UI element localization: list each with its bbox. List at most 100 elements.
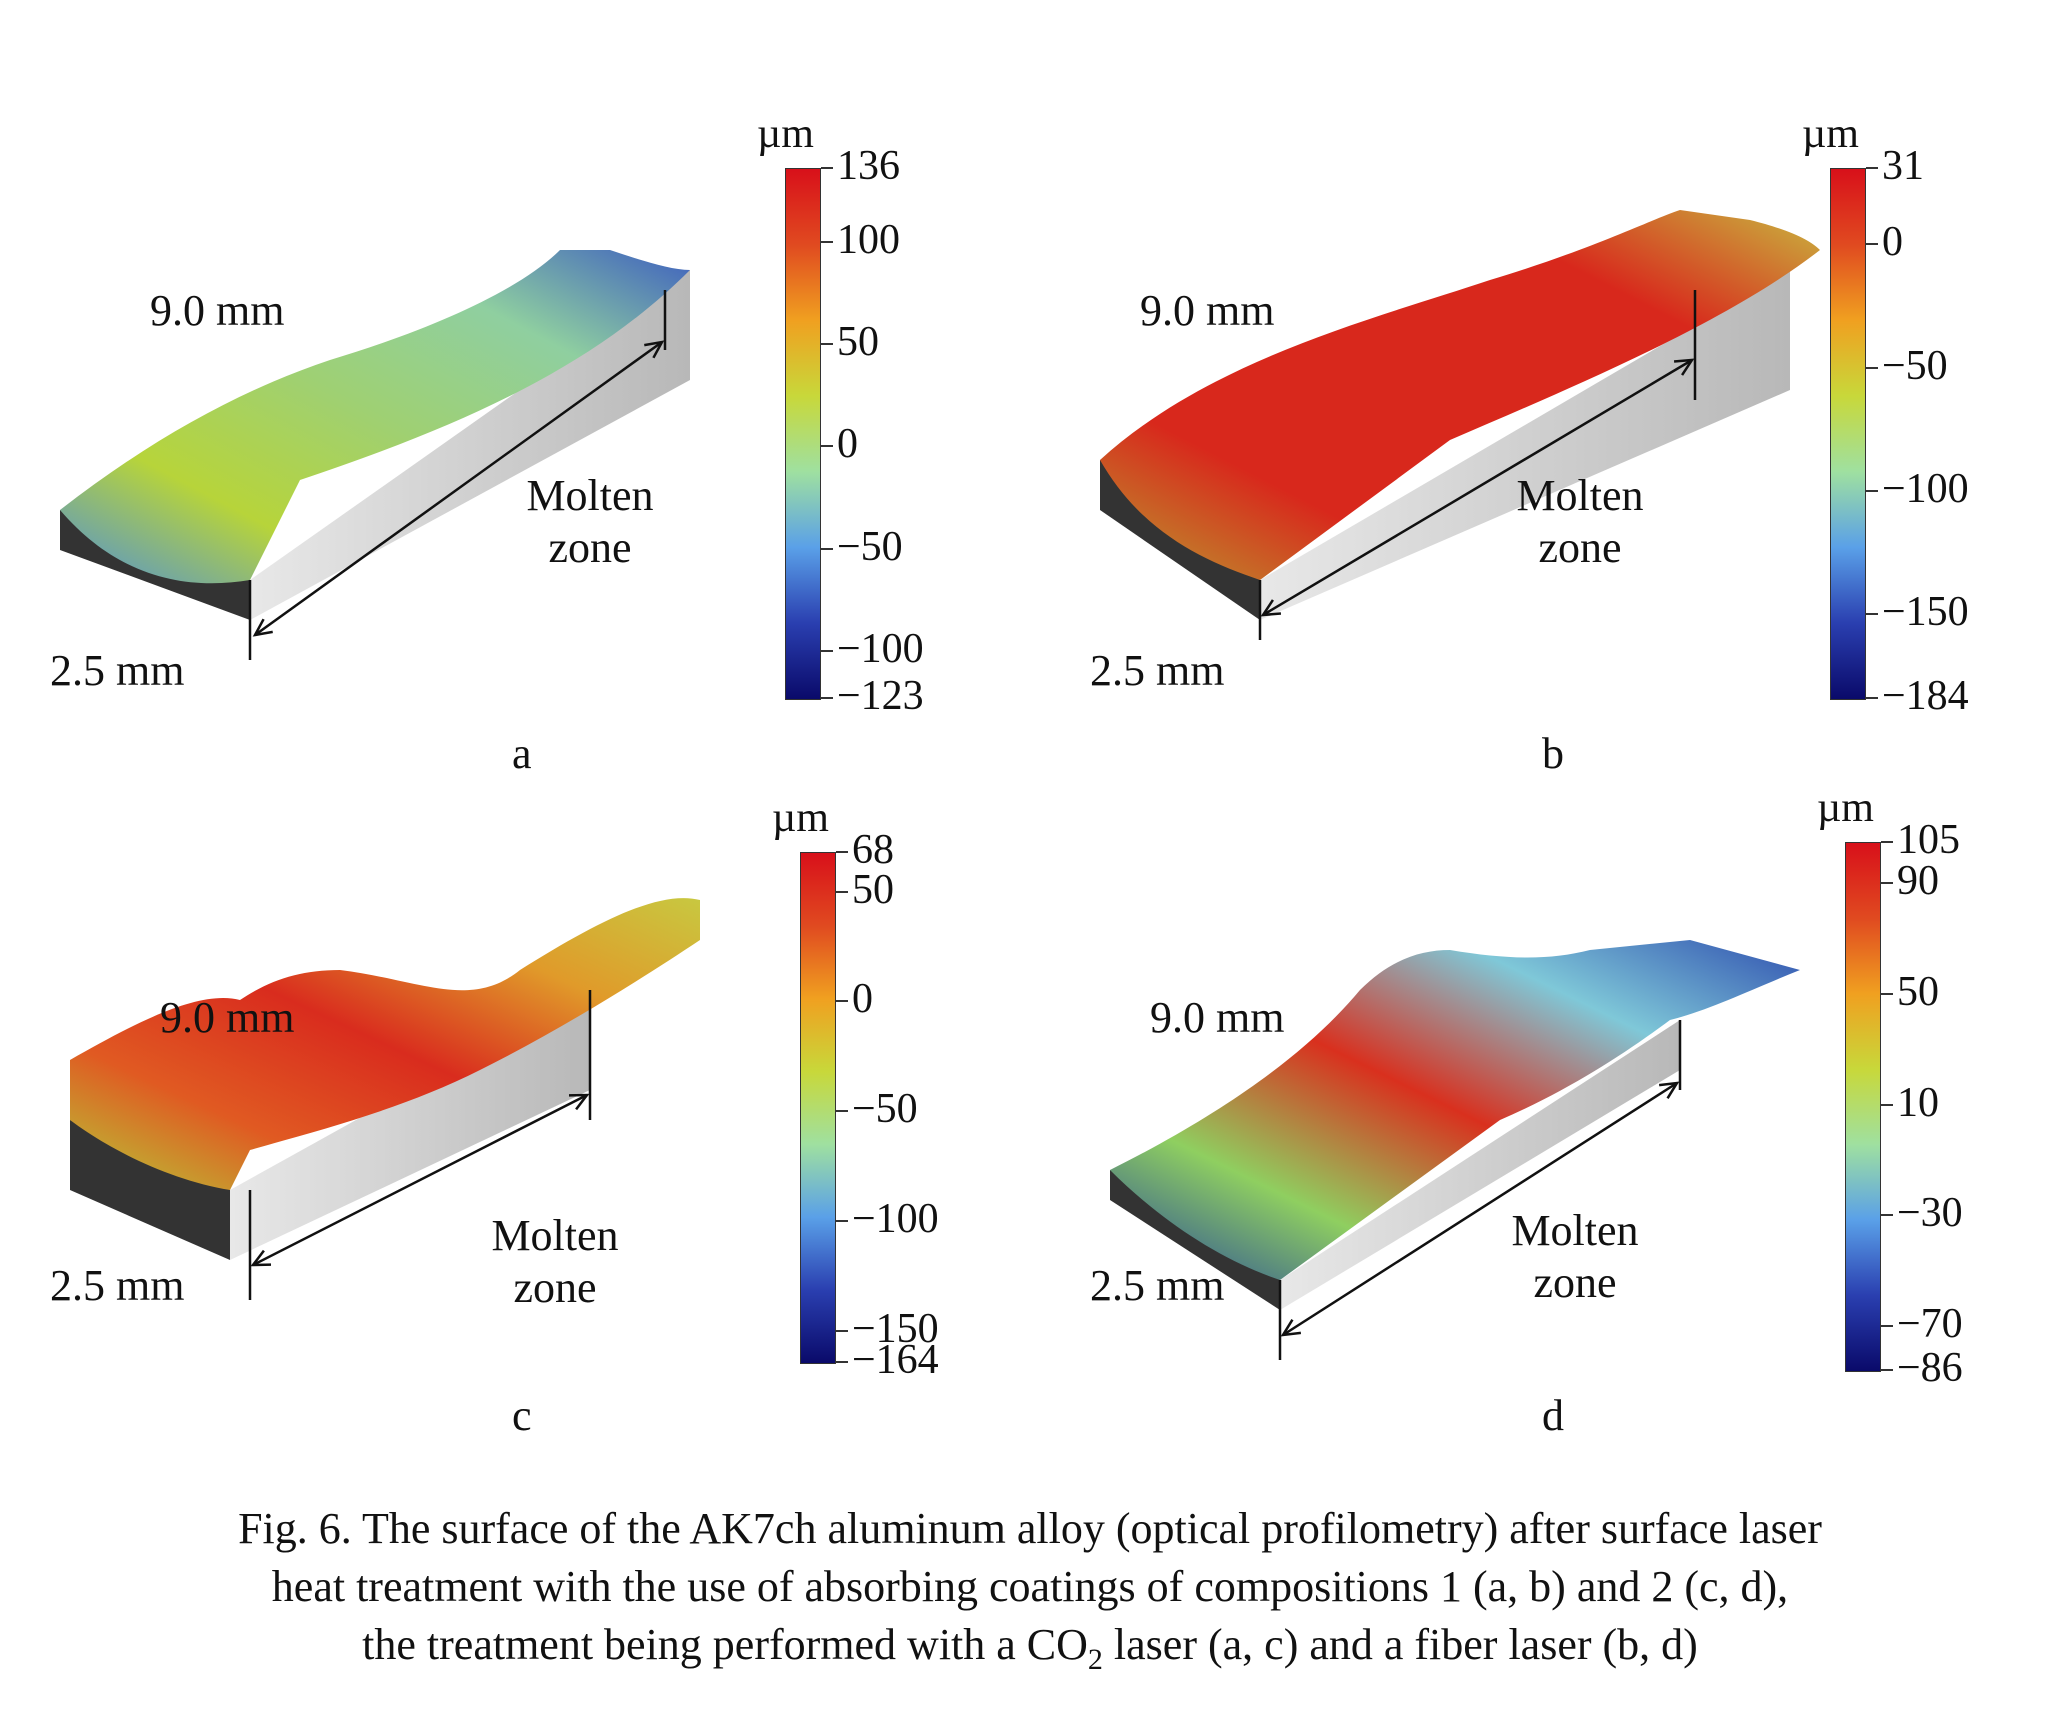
colorbar-tick-mark: [1866, 167, 1878, 169]
colorbar-tick-mark: [836, 1361, 848, 1363]
dimension-arrowhead: [568, 1093, 590, 1111]
colorbar-tick-label: 90: [1897, 858, 1939, 905]
colorbar-tick-label: 10: [1897, 1079, 1939, 1126]
colorbar-tick-mark: [1881, 1369, 1893, 1371]
length-label: 9.0 mm: [1140, 286, 1275, 335]
molten-zone-line-1: Molten: [526, 471, 654, 520]
colorbar-tick-mark: [1881, 1214, 1893, 1217]
colorbar-tick-label: 50: [837, 318, 879, 365]
colorbar-tick-mark: [1866, 366, 1878, 369]
colorbar-tick-label: −164: [852, 1337, 939, 1383]
colorbar-tick-mark: [1881, 1324, 1893, 1327]
colorbar-tick-mark: [836, 1330, 848, 1333]
colorbar-tick-label: 31: [1882, 143, 1924, 189]
colorbar-tick-label: 0: [1882, 219, 1903, 266]
colorbar-tick-mark: [821, 167, 833, 169]
dimension-arrowhead: [252, 618, 273, 637]
surface-top-face: [60, 250, 690, 584]
block-side-face: [250, 270, 690, 620]
length-label: 9.0 mm: [160, 993, 295, 1042]
colorbar-tick-mark: [1866, 697, 1878, 699]
surface-3d-d: [1110, 940, 1800, 1360]
colorbar-tick-label: −86: [1897, 1345, 1963, 1391]
dimension-arrowhead: [250, 1249, 272, 1267]
colorbar-tick-label: −50: [1882, 342, 1948, 389]
figure-caption: Fig. 6. The surface of the AK7ch aluminu…: [0, 1500, 2060, 1689]
molten-zone-line-2: zone: [1538, 523, 1622, 572]
colorbar-tick-mark: [821, 649, 833, 652]
molten-zone-line-1: Molten: [1511, 1206, 1639, 1255]
caption-line-1: Fig. 6. The surface of the AK7ch aluminu…: [238, 1504, 1822, 1553]
colorbar-tick-label: 136: [837, 143, 900, 189]
panel-letter: b: [1542, 729, 1564, 778]
colorbar-tick-label: −100: [852, 1196, 939, 1243]
width-label: 2.5 mm: [50, 1261, 185, 1310]
dimension-arrowhead: [644, 340, 665, 359]
caption-line-3: the treatment being performed with a CO2…: [0, 1616, 2060, 1689]
molten-zone-label: Molten zone: [445, 1210, 665, 1314]
colorbar-tick-label: 0: [852, 976, 873, 1023]
colorbar-unit: µm: [772, 795, 829, 841]
caption-co2-subscript: 2: [1087, 1642, 1103, 1676]
colorbar-tick-mark: [821, 697, 833, 699]
dimension-arrow-line: [254, 340, 663, 637]
colorbar-c: [800, 852, 836, 1364]
colorbar-d: [1845, 842, 1881, 1372]
molten-zone-label: Molten zone: [480, 470, 700, 574]
panel-b: 9.0 mm 2.5 mm Molten zone µm 31 0 −50 −100 −150 −1…: [1030, 60, 2060, 790]
surface-3d-b: [1100, 210, 1820, 640]
caption-line-3-pre: the treatment being performed with a CO: [362, 1620, 1088, 1669]
molten-zone-label: Molten zone: [1470, 470, 1690, 574]
molten-zone-line-2: zone: [1533, 1258, 1617, 1307]
colorbar-tick-mark: [836, 1110, 848, 1113]
colorbar-tick-mark: [1866, 489, 1878, 492]
colorbar-tick-label: −150: [852, 1306, 939, 1353]
caption-line-3-post: laser (a, c) and a fiber laser (b, d): [1102, 1620, 1698, 1669]
dimension-arrowhead: [1260, 599, 1282, 617]
colorbar-tick-label: 105: [1897, 817, 1960, 863]
panel-letter: d: [1542, 1391, 1564, 1440]
colorbar-tick-label: −100: [1882, 465, 1969, 512]
dimension-arrow-line: [1262, 358, 1693, 617]
surface-top-face: [1100, 210, 1820, 580]
panel-letter: a: [512, 729, 532, 778]
colorbar-tick-label: −70: [1897, 1300, 1963, 1347]
dimension-arrow-line: [1282, 1081, 1678, 1337]
width-label: 2.5 mm: [1090, 646, 1225, 695]
block-front-face: [70, 1120, 230, 1260]
block-side-face: [1260, 270, 1790, 620]
width-label: 2.5 mm: [1090, 1261, 1225, 1310]
surface-3d-c: [70, 898, 700, 1300]
colorbar-tick-label: 68: [852, 827, 894, 873]
caption-line-2: heat treatment with the use of absorbing…: [271, 1562, 1789, 1611]
molten-zone-line-1: Molten: [491, 1211, 619, 1260]
length-label: 9.0 mm: [150, 286, 285, 335]
colorbar-tick-mark: [1866, 243, 1878, 246]
colorbar-tick-label: −50: [837, 523, 903, 570]
block-side-face: [1280, 1020, 1680, 1310]
colorbar-tick-mark: [821, 240, 833, 243]
dimension-arrowhead: [1280, 1319, 1302, 1337]
colorbar-tick-mark: [1881, 841, 1893, 843]
panel-c: 9.0 mm 2.5 mm Molten zone µm 68 50 0 −50 −100 −150…: [0, 790, 1030, 1520]
colorbar-tick-label: −123: [837, 673, 924, 719]
colorbar-tick-label: −50: [852, 1086, 918, 1133]
colorbar-tick-mark: [1881, 1103, 1893, 1106]
panel-a: 9.0 mm 2.5 mm Molten zone µm 136 100 50 0 −50 −100…: [0, 60, 1030, 790]
panel-d: 9.0 mm 2.5 mm Molten zone µm 105 90 50 10 −30 −70−…: [1030, 785, 2060, 1520]
colorbar-tick-mark: [1866, 613, 1878, 616]
molten-zone-line-1: Molten: [1516, 471, 1644, 520]
colorbar-tick-label: −30: [1897, 1190, 1963, 1237]
colorbar-tick-label: 50: [852, 866, 894, 913]
colorbar-a: [785, 168, 821, 700]
surface-top-face: [1110, 940, 1800, 1280]
colorbar-tick-label: 0: [837, 421, 858, 468]
panel-letter: c: [512, 1391, 532, 1440]
colorbar-tick-label: −100: [837, 625, 924, 672]
colorbar-tick-mark: [1881, 993, 1893, 996]
dimension-arrowhead: [1658, 1081, 1680, 1099]
colorbar-tick-label: −150: [1882, 589, 1969, 636]
molten-zone-line-2: zone: [548, 523, 632, 572]
width-label: 2.5 mm: [50, 646, 185, 695]
colorbar-tick-mark: [836, 1000, 848, 1003]
